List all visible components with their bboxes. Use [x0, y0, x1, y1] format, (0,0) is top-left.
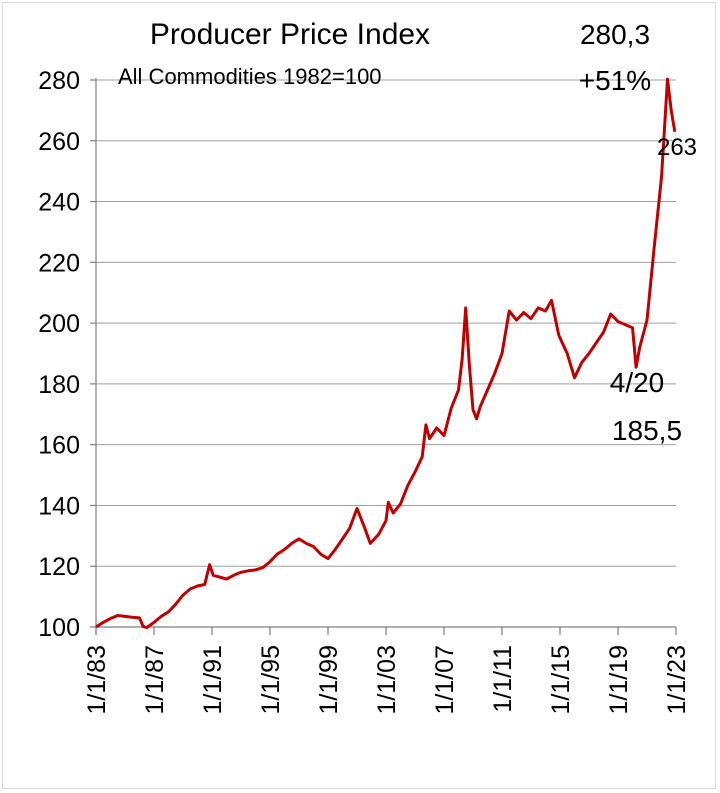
x-tick-label: 1/1/11: [489, 645, 517, 713]
x-tick-label: 1/1/87: [141, 645, 169, 715]
last-value-label: 263: [657, 134, 697, 161]
x-tick-label: 1/1/07: [431, 645, 459, 715]
chart-title: Producer Price Index: [150, 18, 430, 51]
y-tick-label: 180: [38, 371, 80, 399]
y-tick-label: 280: [38, 67, 80, 95]
axes: [90, 78, 677, 635]
y-tick-label: 140: [38, 492, 80, 520]
y-tick-label: 100: [38, 614, 80, 642]
y-tick-label: 160: [38, 432, 80, 460]
y-tick-label: 120: [38, 553, 80, 581]
x-tick-label: 1/1/95: [257, 645, 285, 715]
peak-change-label: +51%: [579, 65, 651, 96]
peak-value-label: 280,3: [580, 19, 650, 50]
low-value-label: 185,5: [612, 415, 682, 446]
x-tick-labels: 1/1/83 1/1/87 1/1/91 1/1/95 1/1/99 1/1/03 1/1/…: [83, 645, 691, 715]
low-date-label: 4/20: [610, 367, 665, 398]
chart-subtitle: All Commodities 1982=100: [118, 64, 382, 89]
y-tick-label: 200: [38, 310, 80, 338]
y-tick-label: 260: [38, 128, 80, 156]
x-tick-label: 1/1/99: [315, 645, 343, 715]
y-tick-label: 240: [38, 189, 80, 217]
x-tick-label: 1/1/03: [373, 645, 401, 715]
x-tick-label: 1/1/15: [547, 645, 575, 715]
y-tick-labels: 100 120 140 160 180 200 220 240 260 280: [38, 67, 80, 642]
x-tick-label: 1/1/91: [199, 645, 227, 715]
x-tick-label: 1/1/19: [605, 645, 633, 715]
series-line: [95, 77, 677, 630]
y-tick-label: 220: [38, 249, 80, 277]
x-tick-label: 1/1/23: [663, 645, 691, 715]
x-tick-label: 1/1/83: [83, 645, 111, 715]
